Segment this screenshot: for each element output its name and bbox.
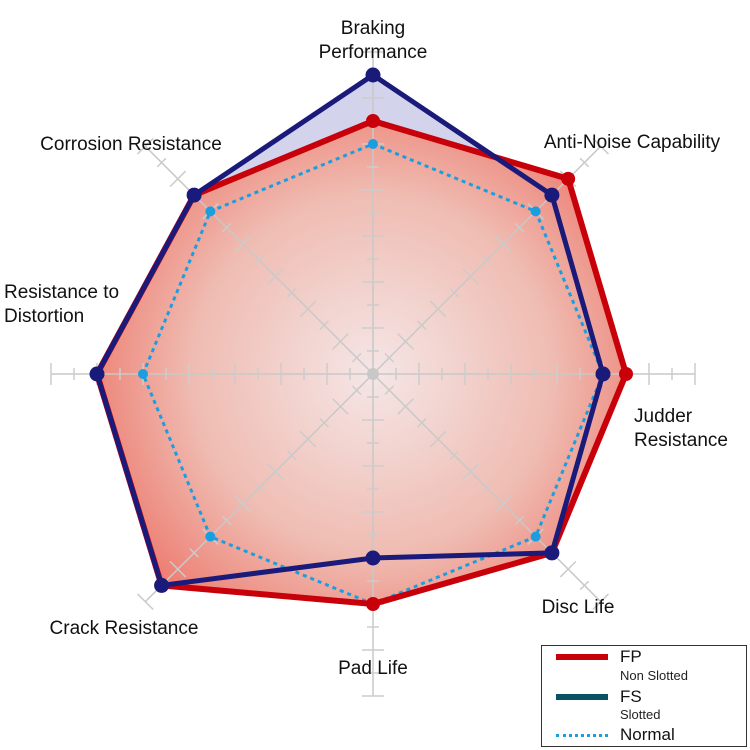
- axis-label-line: Disc Life: [542, 597, 615, 618]
- normal-point: [138, 369, 148, 379]
- axis-tick: [384, 385, 395, 396]
- normal-point: [205, 531, 216, 542]
- axis-tick: [449, 450, 460, 461]
- axis-tick: [319, 320, 329, 330]
- axis-label-line: Performance: [319, 42, 428, 63]
- axis-label: Anti-Noise Capability: [544, 132, 721, 153]
- axis-tick: [332, 333, 349, 350]
- axis-tick: [397, 398, 414, 415]
- axis-label: Disc Life: [542, 597, 615, 618]
- legend-swatch-normal: [556, 734, 608, 737]
- axis-label: Pad Life: [338, 658, 408, 679]
- axis-label-line: Crack Resistance: [50, 618, 199, 639]
- axis-tick: [169, 560, 187, 578]
- axis-tick: [299, 430, 317, 448]
- fs-point: [89, 366, 105, 382]
- axis-tick: [332, 398, 349, 415]
- axis-tick: [267, 463, 284, 480]
- axis-tick: [592, 138, 609, 155]
- axis-tick: [221, 222, 232, 233]
- legend-swatch-fs: [556, 694, 608, 700]
- axis-tick: [234, 235, 252, 253]
- axis-tick: [482, 483, 492, 493]
- normal-point: [530, 531, 541, 542]
- axis-label: Braking Performance: [319, 18, 428, 63]
- fp-point: [366, 597, 380, 611]
- axis-tick: [462, 463, 479, 480]
- fs-point: [154, 577, 170, 593]
- axis-tick: [579, 157, 590, 168]
- fs-point: [544, 187, 560, 203]
- axis-label-line: Distortion: [4, 306, 84, 327]
- normal-point: [205, 206, 216, 217]
- axis-tick: [384, 352, 395, 363]
- axis-tick: [234, 495, 252, 513]
- axis-tick: [494, 235, 512, 253]
- axis-label-line: Anti-Noise Capability: [544, 132, 721, 153]
- fs-point: [365, 67, 381, 83]
- fp-point: [366, 114, 380, 128]
- axis-tick: [494, 495, 512, 513]
- axis-tick: [137, 593, 154, 610]
- axis-label: Resistance to Distortion: [4, 282, 119, 327]
- legend: FP Non Slotted FS Slotted Normal: [541, 645, 747, 747]
- axis-tick: [429, 430, 447, 448]
- fs-point: [544, 545, 560, 561]
- axis-tick: [156, 157, 167, 168]
- axis-label-line: Braking: [341, 18, 405, 39]
- axis-tick: [397, 333, 414, 350]
- axis-tick: [221, 515, 232, 526]
- axis-tick: [449, 287, 460, 298]
- legend-swatch-fp: [556, 654, 608, 660]
- axis-label-line: Resistance to: [4, 282, 119, 303]
- axis-tick: [514, 222, 525, 233]
- axis-tick: [514, 515, 525, 526]
- normal-point: [530, 206, 541, 217]
- axis-tick: [254, 483, 264, 493]
- legend-label-fs: FS: [620, 687, 642, 706]
- axis-tick: [482, 255, 492, 265]
- axis-label: Crack Resistance: [50, 618, 199, 639]
- legend-sublabel-fp: Non Slotted: [620, 668, 688, 683]
- normal-point: [368, 139, 378, 149]
- fs-point: [365, 550, 381, 566]
- center-point: [367, 368, 379, 380]
- legend-label-normal: Normal: [620, 725, 675, 744]
- axis-tick: [319, 418, 329, 428]
- axis-tick: [592, 593, 609, 610]
- axis-tick: [559, 560, 577, 578]
- axis-label-line: Judder: [634, 406, 693, 427]
- axis-label-line: Corrosion Resistance: [40, 134, 222, 155]
- axis-tick: [169, 170, 187, 188]
- axis-tick: [137, 138, 154, 155]
- axis-tick: [351, 385, 362, 396]
- axis-label-line: Pad Life: [338, 658, 408, 679]
- axis-tick: [267, 268, 284, 285]
- axis-tick: [417, 418, 427, 428]
- axis-tick: [462, 268, 479, 285]
- axis-label: Judder Resistance: [634, 406, 728, 451]
- axis-label-line: Resistance: [634, 430, 728, 451]
- axis-tick: [254, 255, 264, 265]
- axis-label: Corrosion Resistance: [40, 134, 222, 155]
- legend-sublabel-fs: Slotted: [620, 707, 661, 722]
- axis-tick: [299, 300, 317, 318]
- axis-tick: [417, 320, 427, 330]
- axis-tick: [351, 352, 362, 363]
- axis-tick: [429, 300, 447, 318]
- fp-point: [561, 171, 576, 186]
- axis-tick: [286, 450, 297, 461]
- fs-point: [186, 187, 202, 203]
- axis-tick: [189, 548, 199, 558]
- axis-tick: [579, 580, 590, 591]
- legend-label-fp: FP: [620, 647, 642, 666]
- axis-tick: [286, 287, 297, 298]
- fp-point: [619, 367, 633, 381]
- fs-point: [595, 366, 611, 382]
